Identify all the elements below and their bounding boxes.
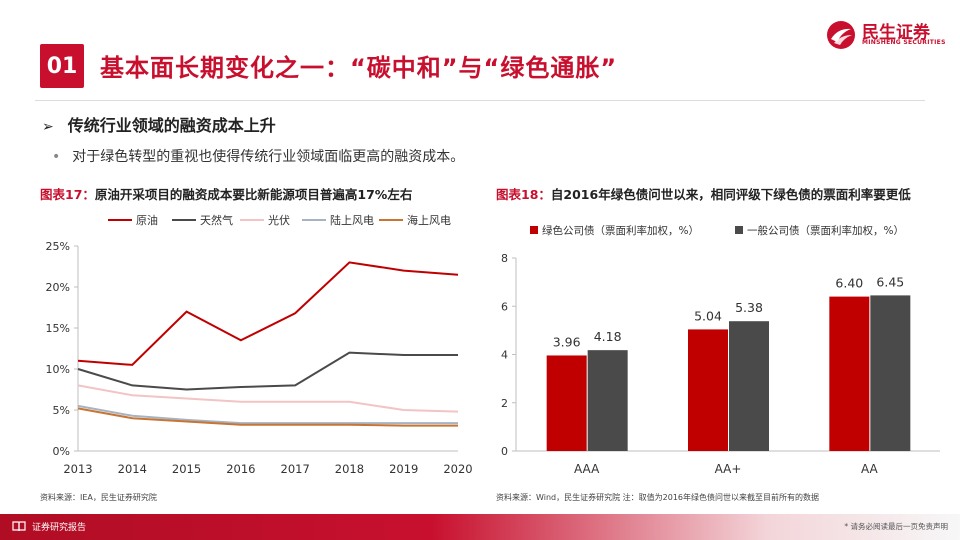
legend-swatch-1	[735, 226, 743, 234]
subheading-text: 传统行业领域的融资成本上升	[67, 116, 276, 135]
y-tick-label-4: 8	[501, 252, 508, 265]
bullet-point: • 对于绿色转型的重视也使得传统行业领域面临更高的融资成本。	[52, 146, 464, 166]
x-tick-label-1: 2014	[118, 462, 147, 476]
figure18-source: 资料来源：Wind，民生证券研究院 注：取值为2016年绿色债问世以来截至目前所…	[496, 493, 820, 502]
footer-report-label: 证券研究报告	[32, 523, 87, 533]
brand-logo: 民生证券 MINSHENG SECURITIES	[826, 18, 946, 52]
data-label-AA+-1: 5.38	[735, 300, 763, 315]
legend-swatch-0	[530, 226, 538, 234]
x-tick-label-2: 2015	[172, 462, 201, 476]
bar-AA-0	[829, 296, 870, 451]
y-tick-label-5: 25%	[46, 240, 70, 253]
series-line-4	[77, 407, 458, 427]
figure18-title: 图表18：自2016年绿色债问世以来，相同评级下绿色债的票面利率要更低	[496, 184, 911, 203]
bullet-text: 对于绿色转型的重视也使得传统行业领域面临更高的融资成本。	[72, 149, 465, 165]
data-label-AA-1: 6.45	[876, 274, 904, 289]
footer-left: 证券研究报告	[12, 520, 86, 533]
page-title: 基本面长期变化之一：“碳中和”与“绿色通胀”	[100, 54, 618, 82]
y-tick-label-3: 6	[501, 300, 508, 313]
x-tick-label-0: 2013	[63, 462, 92, 476]
y-tick-label-0: 0	[501, 445, 508, 458]
bar-AAA-1	[587, 350, 628, 451]
arrow-bullet-icon: ➢	[42, 119, 54, 135]
data-label-AAA-1: 4.18	[594, 329, 622, 344]
legend-label-3: 陆上风电	[330, 213, 374, 227]
x-tick-label-7: 2020	[443, 462, 472, 476]
y-tick-label-2: 4	[501, 349, 508, 362]
x-tick-label-1: AA+	[715, 462, 742, 476]
x-tick-label-6: 2019	[389, 462, 418, 476]
figure18-title-text: 自2016年绿色债问世以来，相同评级下绿色债的票面利率要更低	[550, 187, 911, 202]
figure17-title-text: 原油开采项目的融资成本要比新能源项目普遍高17%左右	[94, 187, 413, 202]
bar-AA+-1	[729, 321, 769, 451]
y-tick-label-2: 10%	[46, 363, 70, 376]
logo-subtext: MINSHENG SECURITIES	[862, 39, 946, 46]
series-line-0	[77, 261, 459, 366]
legend-label-1: 天然气	[200, 213, 233, 227]
series-line-2	[77, 384, 459, 413]
series-line-1	[77, 351, 458, 391]
x-tick-label-4: 2017	[281, 462, 310, 476]
series-line-3	[77, 404, 458, 425]
data-label-AA+-0: 5.04	[694, 308, 722, 323]
y-tick-label-1: 2	[501, 397, 508, 410]
logo-text: 民生证券	[862, 23, 930, 43]
legend-label-4: 海上风电	[407, 213, 451, 227]
x-tick-label-5: 2018	[335, 462, 364, 476]
figure18-label: 图表18：	[496, 187, 551, 202]
y-tick-label-0: 0%	[53, 445, 70, 458]
y-tick-label-3: 15%	[46, 322, 70, 335]
line-chart-financing-cost: 原油 天然气 光伏 陆上风电 海上风电 0% 5% 10% 15% 20% 25% 2013 2014 2…	[46, 213, 473, 476]
section-subheading: ➢ 传统行业领域的融资成本上升	[42, 112, 276, 136]
footer-bar: 证券研究报告 * 请务必阅读最后一页免责声明	[0, 514, 960, 540]
minsheng-logo-icon	[827, 21, 855, 49]
data-label-AA-0: 6.40	[835, 276, 863, 291]
data-label-AAA-0: 3.96	[553, 334, 581, 349]
legend-label-2: 光伏	[268, 213, 290, 227]
figure17-title: 图表17：原油开采项目的融资成本要比新能源项目普遍高17%左右	[40, 184, 412, 203]
y-tick-label-1: 5%	[53, 404, 70, 417]
x-tick-label-2: AA	[861, 462, 879, 476]
x-tick-label-0: AAA	[574, 462, 600, 476]
figure17-label: 图表17：	[40, 187, 95, 202]
x-tick-label-3: 2016	[226, 462, 255, 476]
legend-label-0: 绿色公司债（票面利率加权，%）	[542, 224, 699, 237]
y-tick-label-4: 20%	[46, 281, 70, 294]
footer-disclaimer: * 请务必阅读最后一页免责声明	[844, 522, 948, 531]
header-divider	[35, 100, 925, 101]
bar-AAA-0	[546, 355, 587, 451]
bar-chart-bond-coupon-rate: 绿色公司债（票面利率加权，%） 一般公司债（票面利率加权，%） 0 2 4 6 8 3.96 4…	[501, 224, 940, 476]
book-icon	[12, 521, 26, 532]
figure17-source: 资料来源：IEA，民生证券研究院	[40, 493, 157, 502]
legend-label-1: 一般公司债（票面利率加权，%）	[747, 224, 904, 237]
section-number-badge: 01	[40, 44, 84, 88]
bar-AA-1	[870, 295, 911, 451]
legend-label-0: 原油	[136, 213, 158, 227]
dot-bullet-icon: •	[52, 149, 61, 165]
bar-AA+-0	[688, 329, 728, 451]
